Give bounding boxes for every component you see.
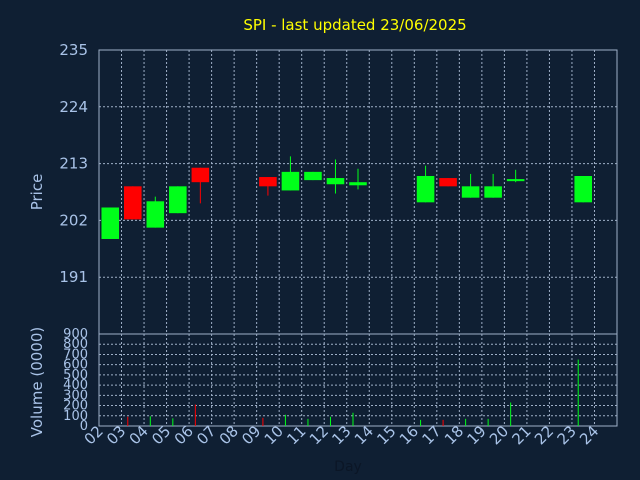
candle-body <box>146 201 165 228</box>
volume-tick-label: 200 <box>63 399 88 414</box>
price-tick-label: 213 <box>59 155 88 173</box>
candle-body <box>281 171 300 191</box>
candle <box>146 196 165 228</box>
candle <box>259 177 277 196</box>
candle-body <box>326 178 345 185</box>
volume-series <box>127 359 579 426</box>
candle-body <box>169 186 187 214</box>
candle-body <box>101 207 120 239</box>
day-axis-ticks: 0203040506070809101112131415161718192021… <box>81 422 603 448</box>
candle-body <box>484 186 502 198</box>
volume-tick-label: 600 <box>63 358 88 373</box>
candle-body <box>574 175 593 203</box>
day-axis-label: Day <box>334 459 362 475</box>
volume-tick-label: 800 <box>63 337 88 352</box>
candle-body <box>304 171 322 181</box>
price-axis-label: Price <box>28 174 46 211</box>
candle <box>281 156 300 191</box>
volume-tick-label: 300 <box>63 388 88 403</box>
price-grid <box>98 50 617 334</box>
price-y-axis-ticks: 235 224 213 202 191 <box>59 41 88 286</box>
candle <box>574 175 593 203</box>
volume-tick-label: 500 <box>63 368 88 383</box>
candle <box>439 178 457 187</box>
chart-title: SPI - last updated 23/06/2025 <box>243 16 466 34</box>
candle-body <box>506 179 525 182</box>
candle <box>326 159 345 194</box>
volume-tick-label: 900 <box>63 327 88 342</box>
candle <box>123 186 142 220</box>
volume-plot-frame <box>98 333 618 427</box>
candle <box>169 186 187 214</box>
volume-grid <box>98 334 617 426</box>
price-tick-label: 191 <box>59 268 88 286</box>
candle <box>484 173 502 198</box>
volume-tick-label: 100 <box>63 409 88 424</box>
candle-body <box>259 177 277 187</box>
candle-body <box>416 175 435 203</box>
volume-tick-label: 0 <box>80 419 88 434</box>
price-tick-label: 202 <box>59 211 88 229</box>
candle <box>101 207 120 239</box>
candle-body <box>349 182 367 186</box>
volume-axis-label: Volume (0000) <box>28 327 46 437</box>
candle <box>506 169 525 183</box>
candle-body <box>191 167 210 183</box>
volume-tick-label: 700 <box>63 347 88 362</box>
price-tick-label: 235 <box>59 41 88 59</box>
volume-tick-label: 400 <box>63 378 88 393</box>
candlestick-series <box>101 156 593 239</box>
candle <box>304 171 322 181</box>
candle <box>461 173 480 198</box>
candle <box>349 168 367 190</box>
candle-body <box>439 178 457 187</box>
candle <box>416 165 435 203</box>
candle-body <box>123 186 142 220</box>
price-tick-label: 224 <box>59 98 88 116</box>
candle-body <box>461 186 480 198</box>
candle <box>191 167 210 204</box>
